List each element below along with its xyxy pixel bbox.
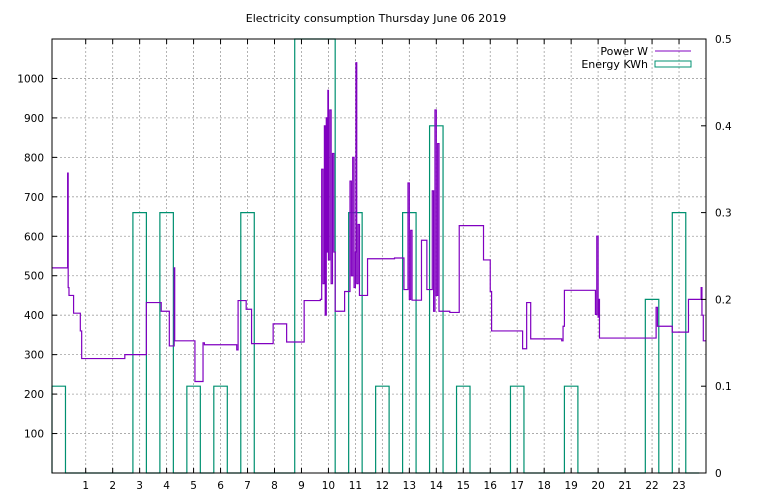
x-tick-label: 21 bbox=[618, 480, 631, 492]
power-series bbox=[52, 62, 706, 383]
x-axis-ticks: 1 2 3 4 5 6 7 8 9 10 11 12 13 14 15 16 17 18 19 20 21 22 23 bbox=[82, 39, 686, 492]
y2-tick-label: 0.2 bbox=[715, 294, 732, 306]
energy-line bbox=[51, 38, 700, 474]
energy-series bbox=[51, 38, 700, 474]
x-tick-label: 23 bbox=[672, 480, 685, 492]
x-tick-label: 7 bbox=[244, 480, 251, 492]
x-tick-label: 17 bbox=[511, 480, 524, 492]
x-tick-label: 9 bbox=[298, 480, 305, 492]
y-tick-label: 200 bbox=[24, 389, 44, 401]
x-tick-label: 22 bbox=[645, 480, 658, 492]
power-line bbox=[52, 62, 706, 383]
x-tick-label: 15 bbox=[457, 480, 470, 492]
chart-title: Electricity consumption Thursday June 06… bbox=[246, 12, 506, 25]
x-tick-label: 19 bbox=[564, 480, 577, 492]
x-tick-label: 12 bbox=[376, 480, 389, 492]
y-tick-label: 500 bbox=[24, 271, 44, 283]
x-tick-label: 20 bbox=[591, 480, 604, 492]
y-tick-label: 100 bbox=[24, 429, 44, 441]
x-tick-label: 14 bbox=[430, 480, 444, 492]
legend-swatch-energy bbox=[654, 60, 692, 68]
legend-item-energy: Energy KWh bbox=[581, 58, 692, 71]
y-tick-label: 600 bbox=[24, 231, 44, 243]
x-tick-label: 18 bbox=[537, 480, 550, 492]
legend-label-power: Power W bbox=[600, 45, 648, 58]
x-tick-label: 13 bbox=[403, 480, 416, 492]
plot-frame bbox=[51, 38, 707, 474]
x-tick-label: 3 bbox=[136, 480, 143, 492]
x-tick-label: 2 bbox=[109, 480, 116, 492]
y2-tick-label: 0.5 bbox=[715, 34, 732, 46]
x-tick-label: 10 bbox=[322, 480, 335, 492]
y2-tick-label: 0.4 bbox=[715, 121, 732, 133]
x-tick-label: 11 bbox=[349, 480, 362, 492]
y-tick-label: 400 bbox=[24, 310, 44, 322]
grid-lines bbox=[52, 39, 706, 473]
y-tick-label: 900 bbox=[24, 113, 44, 125]
y-tick-label: 800 bbox=[24, 152, 44, 164]
y2-tick-label: 0.1 bbox=[715, 381, 732, 393]
y2-tick-label: 0 bbox=[715, 468, 722, 480]
x-tick-label: 6 bbox=[217, 480, 224, 492]
x-tick-label: 1 bbox=[82, 480, 89, 492]
y-axis-ticks: 100 200 300 400 500 600 700 800 900 1000 bbox=[17, 73, 57, 441]
x-tick-label: 8 bbox=[271, 480, 278, 492]
y2-tick-label: 0.3 bbox=[715, 208, 732, 220]
legend: Power W Energy KWh bbox=[581, 45, 692, 71]
x-tick-label: 4 bbox=[163, 480, 170, 492]
x-tick-label: 16 bbox=[484, 480, 498, 492]
x-tick-label: 5 bbox=[190, 480, 197, 492]
y-tick-label: 1000 bbox=[17, 73, 44, 85]
y-tick-label: 700 bbox=[24, 192, 44, 204]
y2-axis-ticks: 0 0.1 0.2 0.3 0.4 0.5 bbox=[701, 34, 732, 480]
legend-item-power: Power W bbox=[600, 45, 691, 58]
legend-label-energy: Energy KWh bbox=[581, 58, 648, 71]
y-tick-label: 300 bbox=[24, 350, 44, 362]
